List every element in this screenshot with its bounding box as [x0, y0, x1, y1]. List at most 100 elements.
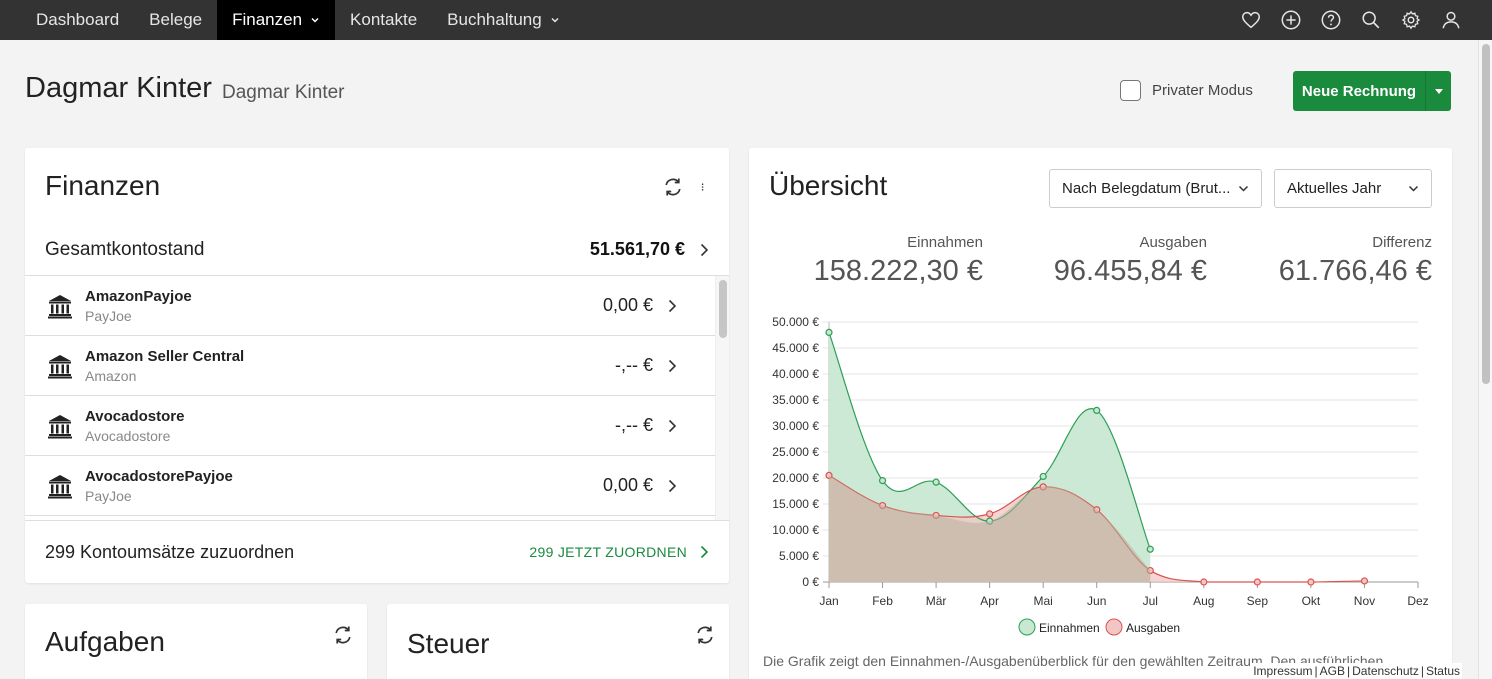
nav-kontakte[interactable]: Kontakte	[335, 0, 432, 40]
footer-link[interactable]: Datenschutz	[1352, 664, 1419, 678]
legend-label: Einnahmen	[1039, 621, 1100, 635]
stat-income: Einnahmen 158.222,30 €	[814, 234, 983, 288]
footer-separator: |	[1420, 664, 1424, 678]
chevron-right-icon	[668, 359, 677, 372]
account-balance: -,-- €	[615, 415, 653, 435]
private-mode-checkbox[interactable]	[1120, 80, 1141, 101]
y-tick-label: 50.000 €	[772, 315, 819, 329]
refresh-icon[interactable]	[663, 176, 683, 198]
data-point	[1039, 472, 1047, 481]
plus-circle-icon[interactable]	[1280, 9, 1302, 31]
stat-value: 61.766,46 €	[1278, 255, 1432, 287]
x-tick-label: Jul	[1143, 594, 1158, 608]
y-tick-label: 0 €	[802, 575, 819, 589]
account-provider: PayJoe	[85, 487, 132, 504]
data-point	[1200, 578, 1208, 586]
finances-title: Finanzen	[45, 170, 161, 201]
refresh-icon[interactable]	[333, 624, 353, 646]
page-scrollbar[interactable]	[1478, 40, 1492, 679]
scrollbar-thumb[interactable]	[719, 280, 727, 338]
tax-card: Steuer	[387, 604, 729, 679]
x-tick-label: Dez	[1407, 594, 1428, 608]
account-provider: PayJoe	[85, 307, 132, 324]
total-balance-label: Gesamtkontostand	[45, 238, 205, 260]
new-invoice-button[interactable]: Neue Rechnung	[1293, 71, 1425, 111]
nav-dashboard[interactable]: Dashboard	[0, 0, 134, 40]
page-subtitle: Dagmar Kinter	[222, 82, 345, 103]
chevron-right-icon	[668, 479, 677, 492]
new-invoice-group: Neue Rechnung	[1293, 71, 1451, 111]
account-row[interactable]: Avocadostore Avocadostore -,-- €	[25, 396, 715, 456]
date-basis-select[interactable]: Nach Belegdatum (Brut...	[1049, 169, 1262, 208]
total-balance-value: 51.561,70 €	[589, 239, 685, 259]
data-point	[1253, 578, 1261, 586]
refresh-icon[interactable]	[695, 624, 715, 646]
more-vertical-icon[interactable]	[701, 176, 709, 198]
assign-now-link[interactable]: 299 JETZT ZUORDNEN	[529, 544, 687, 560]
footer: Impressum | AGB | Datenschutz | Status	[1251, 663, 1462, 679]
overlap-area	[829, 475, 1151, 582]
period-select[interactable]: Aktuelles Jahr	[1274, 169, 1432, 208]
page-title: Dagmar Kinter	[25, 72, 212, 104]
y-tick-label: 5.000 €	[779, 549, 819, 563]
overview-card: Übersicht Nach Belegdatum (Brut... Aktue…	[749, 148, 1452, 679]
gear-icon[interactable]	[1400, 9, 1422, 31]
heart-icon[interactable]	[1240, 9, 1262, 31]
bank-icon	[48, 294, 72, 318]
data-point	[1146, 545, 1154, 553]
total-balance-row[interactable]: Gesamtkontostand 51.561,70 €	[25, 224, 729, 276]
nav-label: Belege	[149, 10, 203, 29]
chevron-down-icon	[551, 17, 559, 23]
account-list-scrollbar[interactable]	[715, 276, 729, 520]
chevron-down-icon	[311, 17, 319, 23]
stat-label: Ausgaben	[1139, 234, 1207, 251]
help-icon[interactable]	[1320, 9, 1342, 31]
stat-value: 96.455,84 €	[1053, 255, 1207, 287]
scrollbar-thumb[interactable]	[1482, 44, 1490, 384]
legend-marker	[1018, 618, 1036, 636]
income-expense-chart: 0 € 5.000 € 10.000 € 15.000 € 20.000 € 25.000…	[772, 315, 1429, 636]
bank-icon	[48, 354, 72, 378]
account-name: Amazon Seller Central	[85, 347, 245, 365]
account-list: AmazonPayjoe PayJoe 0,00 € Amazon Seller Ce…	[25, 276, 715, 520]
chart-caption: Die Grafik zeigt den Einnahmen-/Ausgaben…	[763, 653, 1384, 669]
footer-separator: |	[1314, 664, 1318, 678]
footer-link[interactable]: Status	[1425, 664, 1460, 678]
chevron-down-icon	[1238, 185, 1249, 192]
account-row[interactable]: Amazon Seller Central Amazon -,-- €	[25, 336, 715, 396]
private-mode-toggle[interactable]: Privater Modus	[1120, 80, 1253, 101]
chevron-right-icon	[668, 299, 677, 312]
account-row[interactable]: AvocadostorePayjoe PayJoe 0,00 €	[25, 456, 715, 516]
chevron-right-icon[interactable]	[699, 545, 709, 559]
account-balance: -,-- €	[615, 355, 653, 375]
new-invoice-dropdown-button[interactable]	[1425, 71, 1451, 111]
y-tick-label: 30.000 €	[772, 419, 819, 433]
nav-finanzen[interactable]: Finanzen	[217, 0, 336, 40]
account-row[interactable]: AmazonPayjoe PayJoe 0,00 €	[25, 276, 715, 336]
footer-link[interactable]: Impressum	[1253, 664, 1313, 678]
assign-transactions-label: 299 Kontoumsätze zuzuordnen	[45, 541, 295, 562]
nav-belege[interactable]: Belege	[134, 0, 217, 40]
x-tick-label: Okt	[1302, 594, 1321, 608]
assign-transactions-row: 299 Kontoumsätze zuzuordnen 299 JETZT ZU…	[25, 520, 729, 583]
period-value: Aktuelles Jahr	[1287, 180, 1382, 197]
nav-buchhaltung[interactable]: Buchhaltung	[432, 0, 575, 40]
data-point	[932, 478, 940, 486]
account-provider: Amazon	[85, 367, 137, 384]
account-provider: Avocadostore	[85, 427, 171, 444]
legend-label: Ausgaben	[1126, 621, 1180, 635]
footer-link[interactable]: AGB	[1319, 664, 1346, 678]
x-tick-label: Apr	[980, 594, 999, 608]
nav-label: Finanzen	[232, 10, 303, 29]
data-point	[1307, 578, 1315, 586]
y-tick-label: 20.000 €	[772, 471, 819, 485]
account-name: Avocadostore	[85, 407, 185, 425]
user-icon[interactable]	[1440, 9, 1462, 31]
x-tick-label: Aug	[1193, 594, 1214, 608]
search-icon[interactable]	[1360, 9, 1382, 31]
chevron-right-icon	[700, 243, 709, 256]
y-tick-label: 40.000 €	[772, 367, 819, 381]
data-point	[1360, 577, 1369, 585]
y-tick-label: 45.000 €	[772, 341, 819, 355]
tax-title: Steuer	[407, 628, 490, 659]
